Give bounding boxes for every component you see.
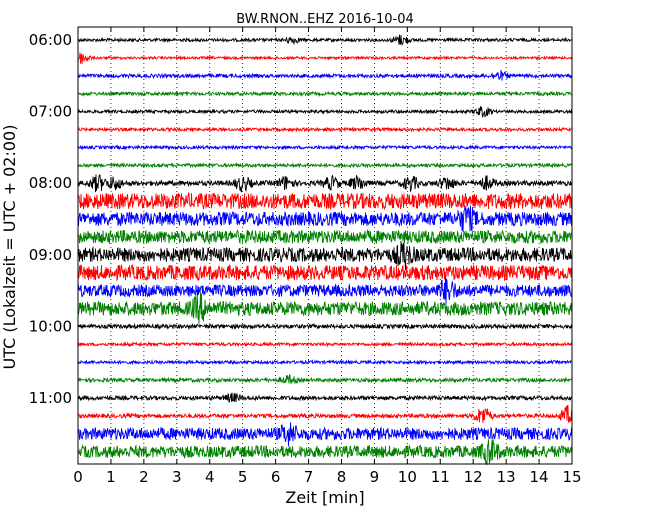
x-tick-label: 11 [431,468,450,486]
x-tick-label: 10 [398,468,417,486]
seismogram-trace [77,174,573,193]
seismogram-trace [77,373,573,384]
seismogram-trace [77,126,573,133]
chart-title: BW.RNON..EHZ 2016-10-04 [236,12,414,27]
x-tick-label: 7 [304,468,314,486]
seismogram-trace [77,204,573,232]
plot-frame [77,26,573,465]
seismogram-trace [77,277,573,305]
x-tick-label: 14 [530,468,549,486]
y-tick-label: 06:00 [29,31,72,49]
seismogram-trace [77,292,573,325]
seismogram-trace [77,106,573,118]
seismogram-trace [77,438,573,466]
y-tick-label: 07:00 [29,103,72,121]
y-tick-label: 09:00 [29,246,72,264]
seismogram-trace [77,52,573,65]
x-tick-label: 15 [562,468,581,486]
x-tick-label: 1 [106,468,116,486]
seismogram-trace [77,422,573,447]
x-tick-label: 5 [238,468,248,486]
axis-ticks: 0 1 2 3 4 5 6 7 8 9 10 11 12 13 14 1506:0007:0008:0009:… [29,27,582,486]
seismogram-trace [77,392,573,403]
seismogram-trace [77,322,573,331]
seismogram-trace [77,162,573,169]
x-tick-label: 4 [205,468,215,486]
y-axis-label: UTC (Lokalzeit = UTC + 02:00) [0,125,19,370]
seismogram-trace [77,68,573,81]
seismogram-trace [77,263,573,282]
seismogram-trace [77,192,573,211]
seismogram-trace [77,228,573,245]
seismogram-trace [77,404,573,425]
seismogram-trace [77,240,573,271]
x-tick-label: 13 [497,468,516,486]
seismogram-trace [77,358,573,366]
x-tick-label: 9 [370,468,380,486]
x-tick-label: 3 [172,468,182,486]
seismogram-traces [77,34,573,466]
grid-lines [110,27,540,464]
x-tick-label: 2 [139,468,149,486]
x-tick-label: 6 [271,468,281,486]
seismogram-trace [77,341,573,348]
x-tick-label: 0 [73,468,83,486]
seismogram-trace [77,90,573,98]
y-tick-label: 11:00 [29,389,72,407]
seismogram-trace [77,34,573,46]
x-tick-label: 8 [337,468,347,486]
x-tick-label: 12 [464,468,483,486]
y-tick-label: 10:00 [29,317,72,335]
y-tick-label: 08:00 [29,174,72,192]
x-axis-label: Zeit [min] [285,488,364,507]
seismogram-trace [77,144,573,151]
